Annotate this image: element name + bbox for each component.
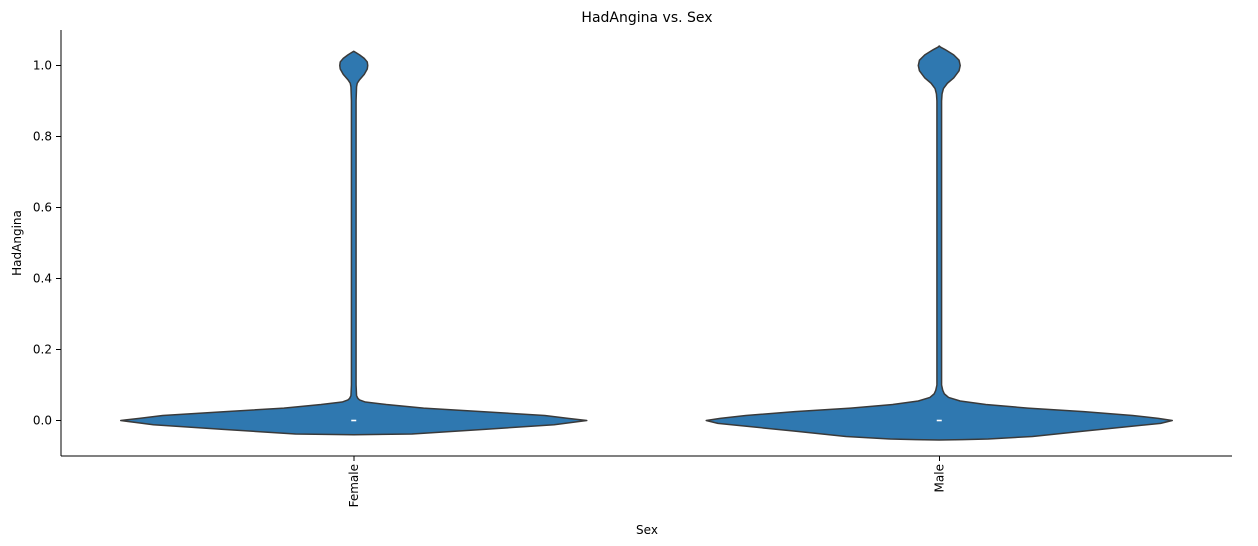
y-tick-label: 1.0 xyxy=(33,59,52,73)
y-axis-ticks: 0.0 0.2 0.4 0.6 0.8 1.0 xyxy=(33,59,61,428)
y-tick-label: 0.4 xyxy=(33,272,52,286)
violin-male xyxy=(705,45,1173,441)
violin-female xyxy=(120,50,588,436)
y-tick-label: 0.6 xyxy=(33,201,52,215)
y-tick-label: 0.0 xyxy=(33,414,52,428)
x-axis-label: Sex xyxy=(636,523,658,537)
chart-title: HadAngina vs. Sex xyxy=(581,10,712,26)
y-axis-label: HadAngina xyxy=(10,210,24,276)
x-axis-ticks: Female Male xyxy=(347,456,946,507)
y-tick-label: 0.2 xyxy=(33,343,52,357)
plot-area xyxy=(120,45,1173,441)
y-tick-label: 0.8 xyxy=(33,130,52,144)
violins-layer xyxy=(120,45,1173,441)
x-tick-label-female: Female xyxy=(347,464,361,507)
x-tick-label-male: Male xyxy=(932,464,946,492)
